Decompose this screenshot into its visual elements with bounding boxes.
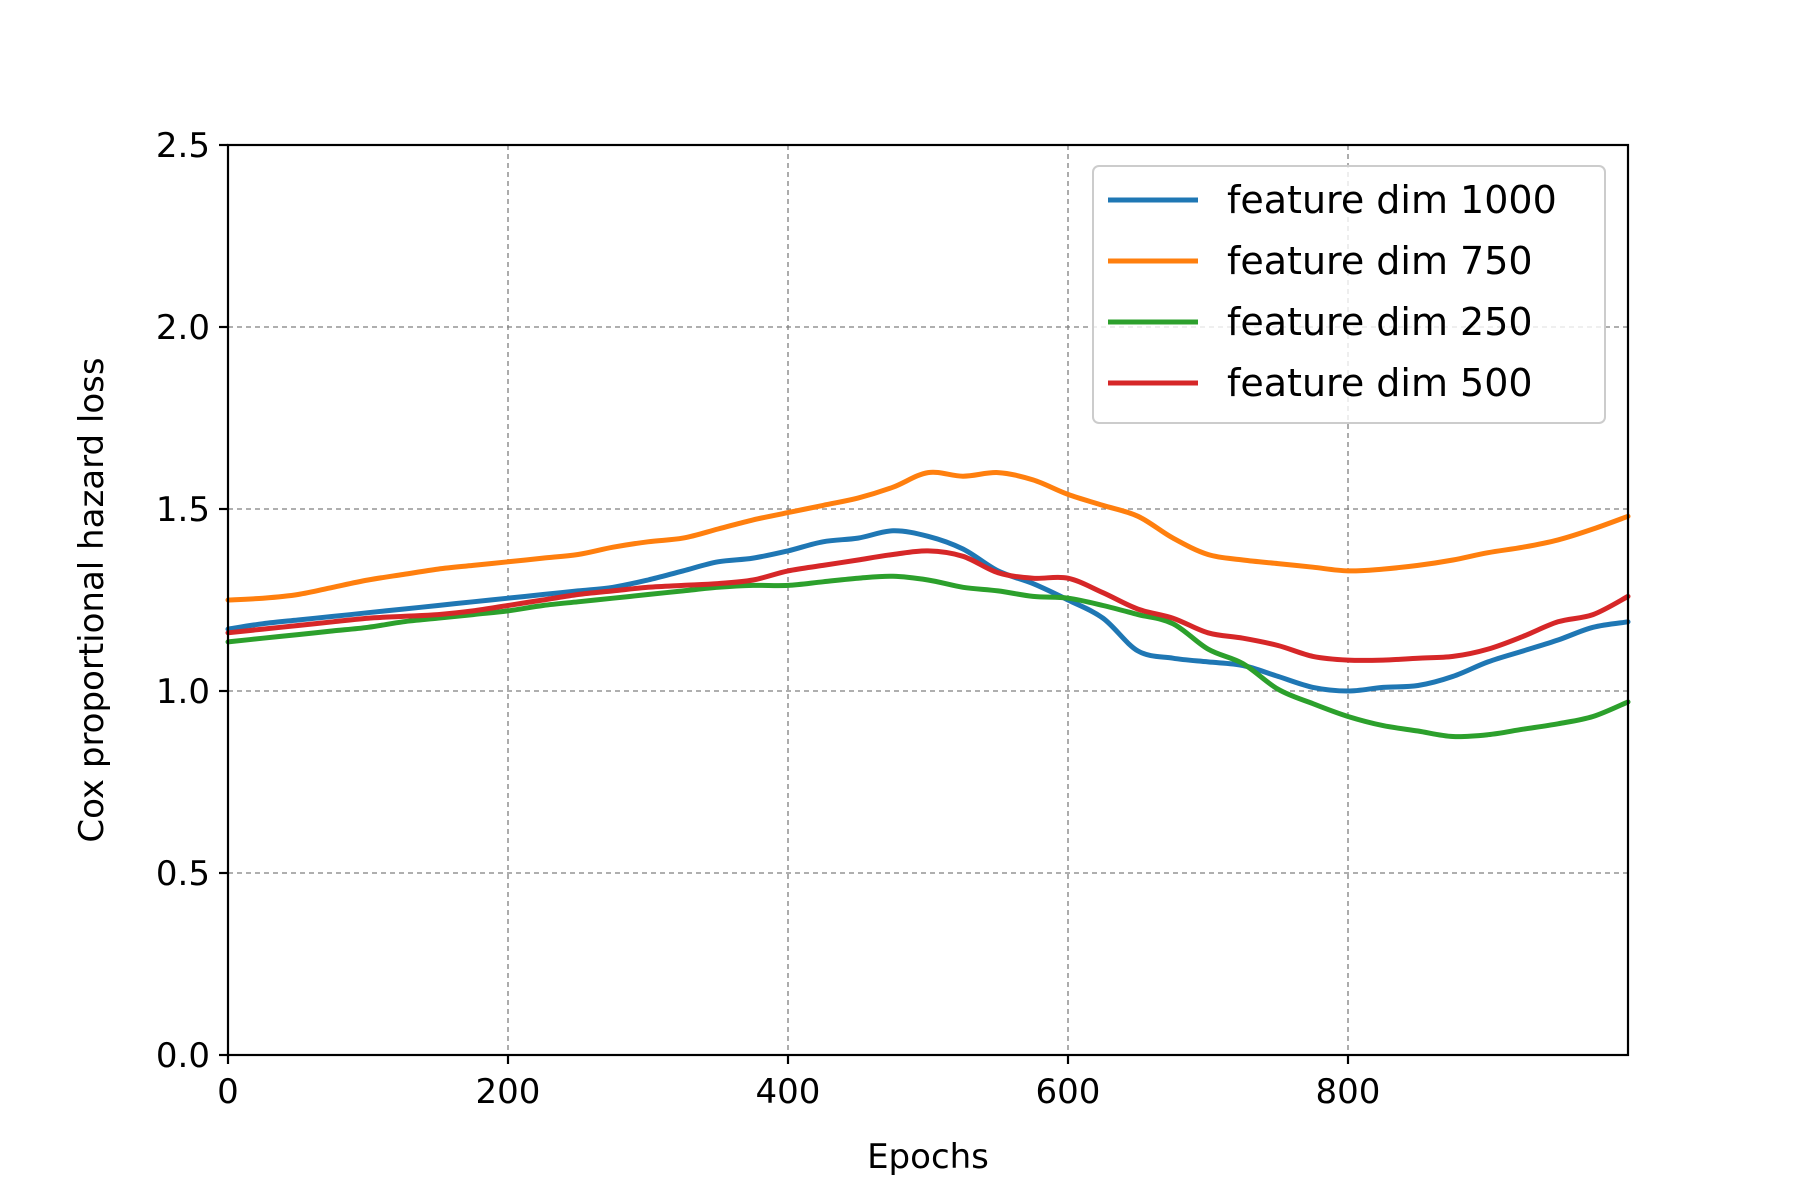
- x-tick-label: 600: [1036, 1072, 1101, 1112]
- legend-label: feature dim 750: [1227, 239, 1533, 283]
- x-tick-label: 800: [1316, 1072, 1381, 1112]
- series-line-feature-dim-250: [225, 573, 1631, 740]
- x-axis-label: Epochs: [867, 1137, 989, 1177]
- y-tick-label: 2.5: [156, 126, 210, 166]
- x-tick-label: 0: [217, 1072, 239, 1112]
- axis-ticks: 0 200 400 600 800 0.0 0.5 1.0 1.5 2.0 2.5: [156, 126, 1381, 1112]
- y-tick-label: 0.5: [156, 854, 210, 894]
- y-tick-label: 1.0: [156, 672, 210, 712]
- plot-frame: [226, 143, 1630, 1057]
- series-line-feature-dim-750: [225, 469, 1631, 603]
- x-tick-label: 200: [476, 1072, 541, 1112]
- series-line-feature-dim-500: [225, 548, 1631, 663]
- y-axis-label: Cox proportional hazard loss: [72, 357, 112, 842]
- x-tick-label: 400: [756, 1072, 821, 1112]
- legend: feature dim 1000 feature dim 750 feature d…: [1092, 165, 1606, 424]
- legend-box: [1092, 165, 1606, 424]
- legend-label: feature dim 250: [1227, 300, 1533, 344]
- legend-label: feature dim 500: [1227, 361, 1533, 405]
- y-tick-label: 2.0: [156, 308, 210, 348]
- legend-label: feature dim 1000: [1227, 178, 1557, 222]
- series-line-feature-dim-1000: [225, 528, 1631, 694]
- y-tick-label: 0.0: [156, 1036, 210, 1076]
- y-tick-label: 1.5: [156, 490, 210, 530]
- series-lines: [225, 469, 1631, 740]
